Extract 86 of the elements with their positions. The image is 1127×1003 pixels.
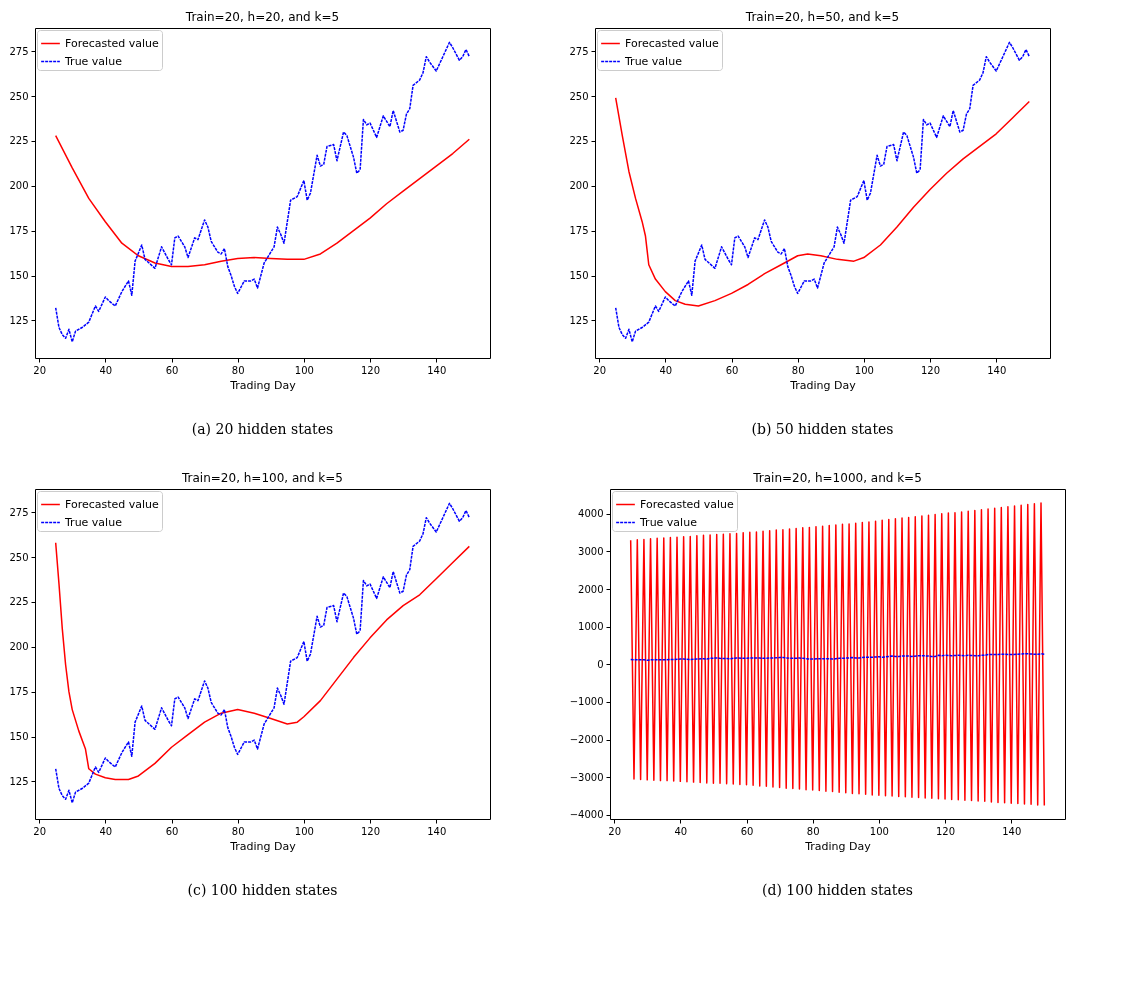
y-tick-label: 250	[569, 90, 589, 102]
x-axis-title: Trading Day	[804, 839, 872, 853]
x-tick-label: 100	[294, 825, 314, 837]
y-tick-label: 3000	[578, 545, 604, 557]
x-tick-label: 100	[294, 364, 314, 376]
x-tick-label: 120	[361, 364, 381, 376]
x-tick-label: 140	[1002, 825, 1022, 837]
y-tick-label: 175	[9, 686, 29, 698]
x-tick-label: 80	[791, 364, 805, 376]
legend-label: True value	[64, 515, 123, 529]
chart-title: Train=20, h=50, and k=5	[744, 10, 900, 24]
y-tick-label: −1000	[569, 696, 604, 708]
y-tick-label: 150	[569, 270, 589, 281]
line-series	[54, 134, 471, 268]
y-tick-label: 275	[9, 45, 29, 57]
line-series	[614, 97, 1031, 307]
y-tick-label: 225	[9, 596, 29, 608]
x-axis-title: Trading Day	[229, 378, 297, 392]
y-tick-label: 4000	[578, 508, 604, 520]
line-series	[629, 502, 1046, 807]
x-tick-label: 40	[99, 364, 113, 376]
text: (a) 20 hidden states	[191, 421, 334, 437]
x-tick-label: 20	[593, 364, 606, 376]
x-tick-label: 120	[936, 825, 956, 837]
x-tick-label: 60	[740, 825, 754, 837]
y-tick-label: 175	[9, 225, 29, 237]
y-tick-label: 250	[9, 551, 29, 563]
y-tick-label: 125	[9, 775, 29, 787]
x-tick-label: 140	[427, 364, 447, 376]
x-tick-label: 80	[806, 825, 820, 837]
y-tick-label: 250	[9, 90, 29, 102]
y-tick-label: −2000	[569, 734, 604, 746]
y-tick-label: 175	[569, 225, 589, 237]
x-tick-label: 80	[231, 364, 245, 376]
chart-title: Train=20, h=1000, and k=5	[752, 471, 922, 485]
line-series	[54, 502, 471, 804]
legend-label: Forecasted value	[65, 36, 160, 50]
y-tick-label: 150	[9, 731, 29, 742]
x-tick-label: 60	[165, 364, 179, 376]
x-tick-label: 80	[231, 825, 245, 837]
x-tick-label: 20	[608, 825, 621, 837]
x-tick-label: 40	[674, 825, 688, 837]
y-tick-label: 275	[569, 45, 589, 57]
chart-title: Train=20, h=100, and k=5	[181, 471, 343, 485]
legend-label: Forecasted value	[625, 36, 720, 50]
x-axis-title: Trading Day	[789, 378, 857, 392]
line-series	[629, 653, 1046, 661]
x-tick-label: 120	[921, 364, 941, 376]
y-tick-label: 2000	[578, 583, 604, 595]
y-tick-label: 125	[569, 314, 589, 326]
y-tick-label: 150	[9, 270, 29, 281]
x-tick-label: 60	[165, 825, 179, 837]
x-tick-label: 100	[869, 825, 889, 837]
line-series	[614, 41, 1031, 343]
y-tick-label: 200	[569, 180, 589, 192]
chart-title: Train=20, h=20, and k=5	[184, 10, 340, 24]
text: (d) 100 hidden states	[762, 882, 913, 898]
y-tick-label: 200	[9, 180, 29, 192]
x-tick-label: 40	[99, 825, 113, 837]
y-tick-label: 200	[9, 641, 29, 653]
text: (b) 50 hidden states	[751, 421, 894, 437]
x-tick-label: 140	[427, 825, 447, 837]
text: (c) 100 hidden states	[187, 882, 338, 898]
y-tick-label: 225	[569, 135, 589, 147]
x-tick-label: 60	[725, 364, 739, 376]
y-tick-label: −4000	[569, 809, 604, 821]
x-tick-label: 20	[33, 825, 46, 837]
x-tick-label: 20	[33, 364, 46, 376]
y-tick-label: 1000	[578, 621, 604, 633]
x-axis-title: Trading Day	[229, 839, 297, 853]
line-series	[54, 542, 471, 781]
legend-label: True value	[639, 515, 698, 529]
x-tick-label: 140	[987, 364, 1007, 376]
y-tick-label: 275	[9, 506, 29, 518]
legend-label: True value	[624, 54, 683, 68]
y-tick-label: −3000	[569, 771, 604, 783]
legend-label: Forecasted value	[65, 497, 160, 511]
y-tick-label: 0	[597, 658, 604, 670]
x-tick-label: 40	[659, 364, 673, 376]
y-tick-label: 125	[9, 314, 29, 326]
x-tick-label: 120	[361, 825, 381, 837]
x-tick-label: 100	[854, 364, 874, 376]
legend-label: True value	[64, 54, 123, 68]
y-tick-label: 225	[9, 135, 29, 147]
line-series	[54, 41, 471, 343]
legend-label: Forecasted value	[640, 497, 735, 511]
